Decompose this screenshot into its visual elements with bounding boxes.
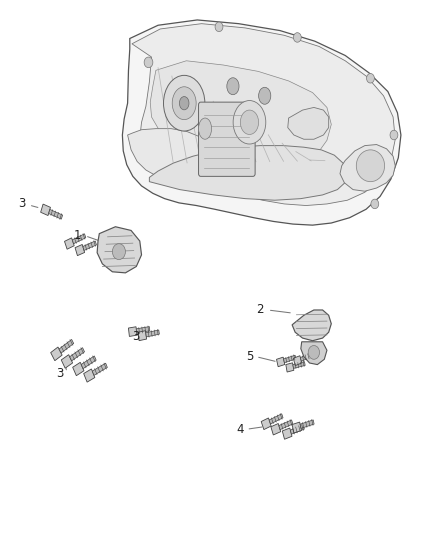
Polygon shape (136, 327, 150, 333)
Polygon shape (122, 20, 401, 225)
Polygon shape (61, 354, 73, 368)
Polygon shape (288, 108, 328, 139)
Polygon shape (138, 330, 147, 341)
Polygon shape (276, 357, 285, 367)
Text: 5: 5 (246, 350, 253, 363)
Circle shape (367, 74, 374, 83)
Text: 3: 3 (133, 330, 140, 343)
Polygon shape (271, 424, 281, 435)
Circle shape (215, 22, 223, 31)
Polygon shape (149, 146, 347, 200)
Polygon shape (70, 348, 85, 361)
Polygon shape (97, 227, 141, 273)
Polygon shape (301, 342, 327, 365)
Polygon shape (269, 414, 283, 424)
Polygon shape (84, 369, 95, 382)
Polygon shape (300, 353, 313, 361)
Polygon shape (92, 363, 107, 375)
Circle shape (371, 199, 379, 209)
Ellipse shape (163, 75, 205, 131)
Polygon shape (64, 238, 74, 249)
Polygon shape (293, 356, 302, 366)
Polygon shape (51, 347, 62, 361)
Ellipse shape (180, 96, 189, 110)
Text: 2: 2 (257, 303, 264, 317)
Ellipse shape (227, 78, 239, 95)
Polygon shape (286, 363, 294, 372)
Polygon shape (279, 420, 293, 430)
Ellipse shape (198, 118, 212, 139)
Text: 1: 1 (74, 229, 81, 242)
Ellipse shape (233, 101, 266, 144)
Ellipse shape (356, 150, 385, 182)
Polygon shape (41, 204, 50, 215)
Polygon shape (49, 209, 63, 219)
Polygon shape (283, 355, 296, 362)
Ellipse shape (240, 110, 258, 134)
Polygon shape (290, 425, 304, 434)
Polygon shape (300, 420, 314, 429)
Polygon shape (75, 245, 85, 256)
FancyBboxPatch shape (198, 102, 255, 176)
Polygon shape (72, 234, 86, 244)
Circle shape (390, 130, 398, 140)
Polygon shape (293, 362, 305, 368)
Text: 3: 3 (18, 197, 26, 211)
Polygon shape (128, 327, 137, 336)
Polygon shape (283, 428, 292, 439)
Polygon shape (292, 310, 331, 341)
Polygon shape (127, 128, 218, 183)
Polygon shape (132, 23, 395, 206)
Ellipse shape (258, 87, 271, 104)
Polygon shape (59, 340, 74, 353)
Polygon shape (81, 356, 96, 369)
Polygon shape (83, 241, 96, 251)
Ellipse shape (172, 87, 196, 119)
Polygon shape (146, 330, 159, 337)
Polygon shape (261, 418, 271, 430)
Circle shape (144, 57, 153, 68)
Polygon shape (73, 362, 84, 376)
Circle shape (308, 345, 320, 359)
Circle shape (293, 33, 301, 42)
Text: 4: 4 (236, 423, 244, 437)
Polygon shape (150, 61, 331, 168)
Polygon shape (340, 144, 395, 191)
Polygon shape (292, 422, 301, 433)
Text: 3: 3 (57, 367, 64, 380)
Circle shape (113, 244, 125, 260)
